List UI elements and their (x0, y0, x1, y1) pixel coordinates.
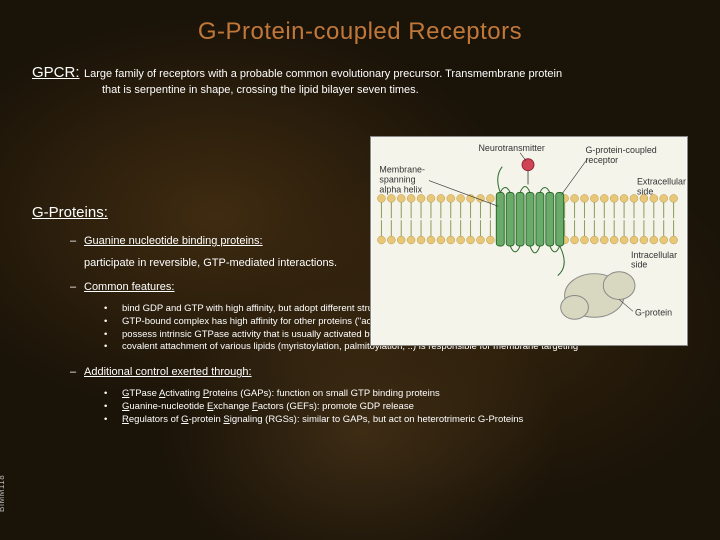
item3-b2: •Regulators of G-protein Signaling (RGSs… (104, 414, 688, 427)
gpcr-diagram: Neurotransmitter Membrane- spanning alph… (370, 136, 688, 346)
gpcr-desc2: that is serpentine in shape, crossing th… (102, 84, 688, 96)
gproteins-item3: –Additional control exerted through: (70, 366, 688, 378)
label-gprotein: G-protein (635, 307, 672, 317)
label-gpcr1: G-protein-coupled (585, 145, 656, 155)
item3-b1: •Guanine-nucleotide Exchange Factors (GE… (104, 401, 688, 414)
label-extra1: Extracellular (637, 177, 686, 187)
label-intra2: side (631, 260, 647, 270)
item3-bullets: •GTPase Activating Proteins (GAPs): func… (104, 388, 688, 426)
label-membrane2: spanning (379, 175, 415, 185)
label-intra1: Intracellular (631, 250, 677, 260)
neurotransmitter-icon (522, 159, 534, 171)
label-membrane1: Membrane- (379, 165, 425, 175)
item1-title: Guanine nucleotide binding proteins: (84, 235, 263, 247)
item3-b0: •GTPase Activating Proteins (GAPs): func… (104, 388, 688, 401)
label-extra2: side (637, 186, 653, 196)
item2-title: Common features: (84, 281, 174, 293)
footer-label: BIMM118 (0, 475, 6, 512)
label-gpcr2: receptor (585, 155, 618, 165)
label-neurotransmitter: Neurotransmitter (478, 143, 544, 153)
page-title: G-Protein-coupled Receptors (32, 18, 688, 46)
item3-title: Additional control exerted through: (84, 366, 252, 378)
gpcr-head: GPCR: (32, 64, 80, 81)
gpcr-desc1: Large family of receptors with a probabl… (84, 68, 562, 80)
gpcr-definition: GPCR: Large family of receptors with a p… (32, 64, 688, 82)
label-membrane3: alpha helix (379, 184, 422, 194)
